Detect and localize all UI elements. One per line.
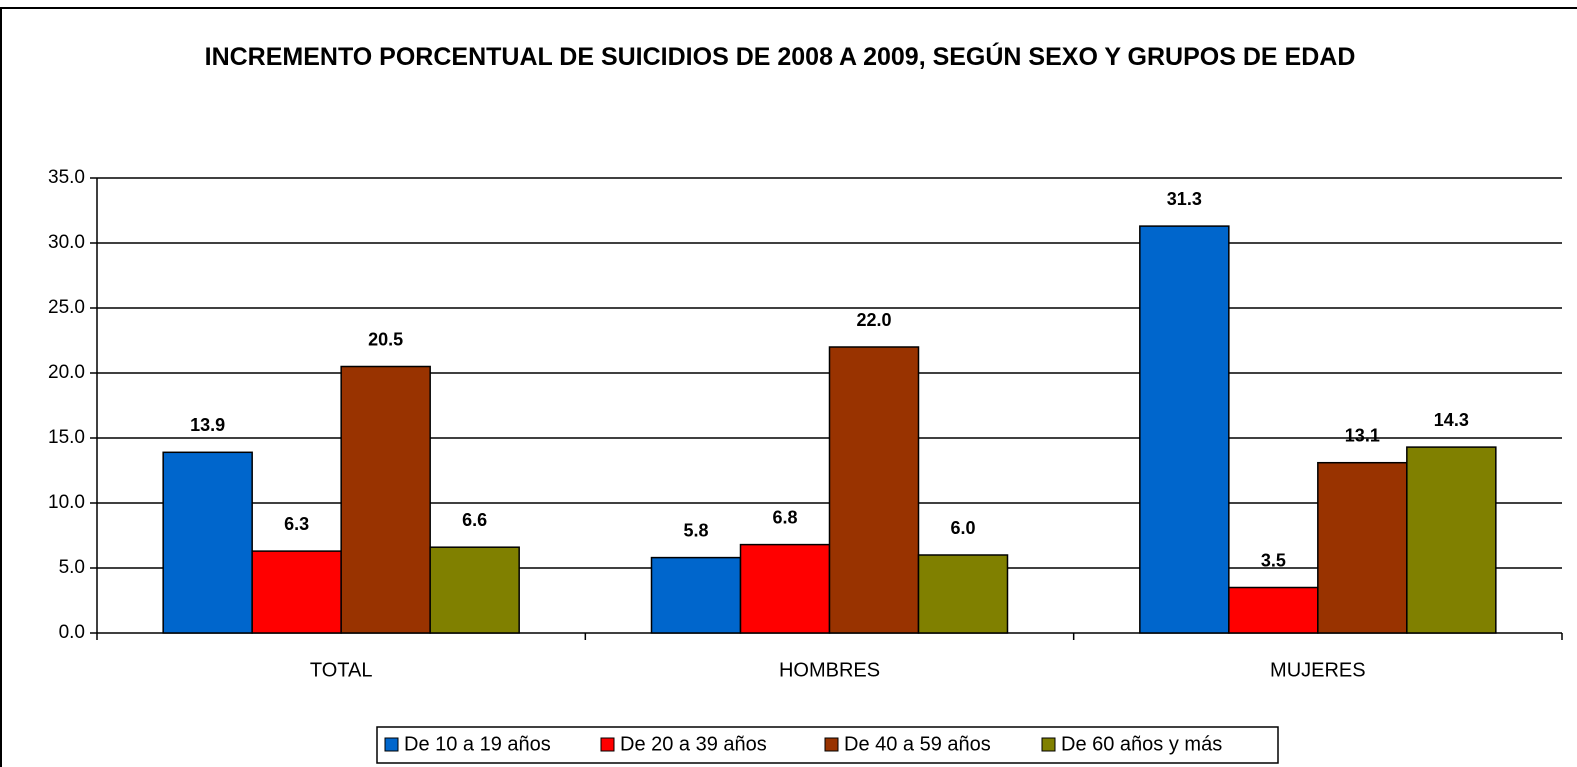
data-label: 31.3 <box>1167 189 1202 209</box>
x-tick-label: TOTAL <box>310 659 373 681</box>
data-label: 6.0 <box>950 518 975 538</box>
legend-label: De 20 a 39 años <box>620 733 767 755</box>
legend-swatch <box>384 737 399 752</box>
y-tick-label: 30.0 <box>48 232 85 253</box>
legend-label: De 60 años y más <box>1061 733 1222 755</box>
legend-label: De 10 a 19 años <box>404 733 551 755</box>
data-label: 3.5 <box>1261 550 1286 570</box>
data-label: 20.5 <box>368 329 403 349</box>
bar <box>1317 461 1408 634</box>
bar <box>162 451 253 634</box>
y-tick-label: 20.0 <box>48 362 85 383</box>
data-label: 13.9 <box>190 415 225 435</box>
bar <box>739 543 831 634</box>
bar <box>251 550 342 634</box>
legend-swatch <box>824 737 839 752</box>
legend-swatch <box>600 737 615 752</box>
legend-label: De 40 a 59 años <box>844 733 991 755</box>
legend-swatch <box>1041 737 1056 752</box>
data-label: 6.6 <box>462 510 487 530</box>
x-tick-label: MUJERES <box>1270 659 1366 681</box>
y-tick-label: 5.0 <box>59 557 85 578</box>
data-label: 6.8 <box>772 507 797 527</box>
x-tick-label: HOMBRES <box>779 659 880 681</box>
data-label: 22.0 <box>856 310 891 330</box>
bar <box>1406 446 1497 634</box>
bar <box>340 365 431 634</box>
y-tick-label: 35.0 <box>48 167 85 188</box>
bar <box>917 554 1009 634</box>
y-tick-label: 10.0 <box>48 492 85 513</box>
data-label: 6.3 <box>284 514 309 534</box>
y-tick-label: 25.0 <box>48 297 85 318</box>
chart-frame <box>0 7 1577 767</box>
data-label: 14.3 <box>1434 410 1469 430</box>
bar <box>429 546 520 634</box>
y-tick-label: 0.0 <box>59 622 85 643</box>
data-label: 13.1 <box>1345 425 1380 445</box>
data-label: 5.8 <box>683 520 708 540</box>
chart-title: INCREMENTO PORCENTUAL DE SUICIDIOS DE 20… <box>204 43 1356 71</box>
y-tick-label: 15.0 <box>48 427 85 448</box>
bar <box>1139 225 1230 634</box>
bar <box>650 556 742 634</box>
bar <box>828 346 920 634</box>
bar <box>1228 586 1319 634</box>
